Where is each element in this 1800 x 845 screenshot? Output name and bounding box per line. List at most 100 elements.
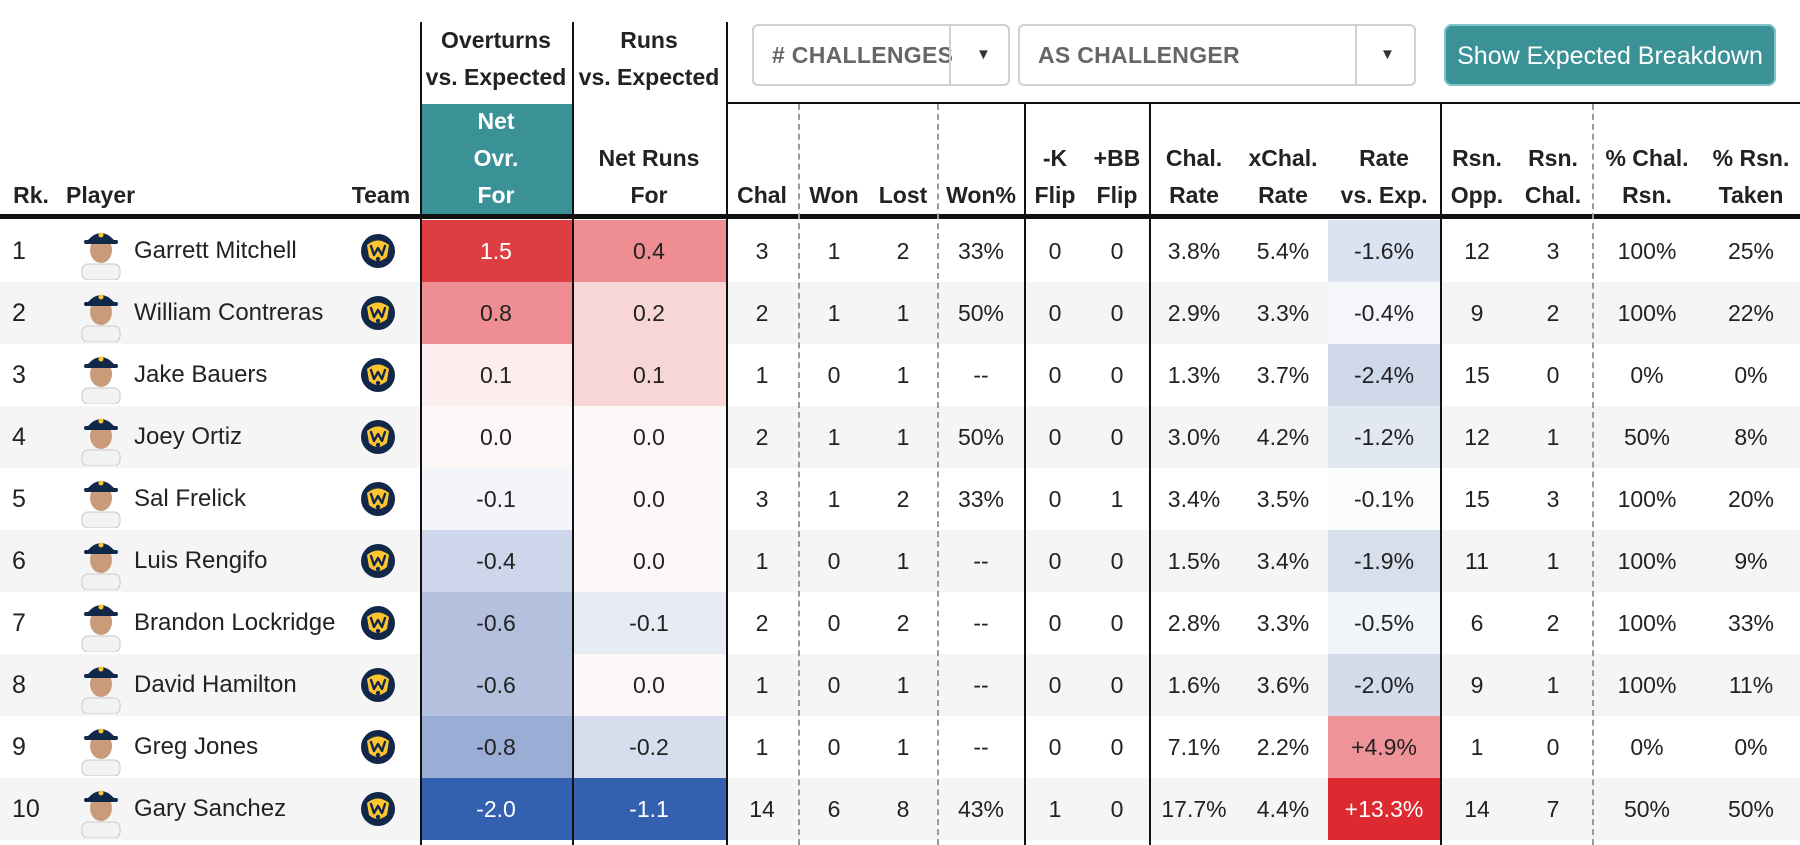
cell-won: 0 [827,672,841,698]
cell-won: 0 [827,734,841,760]
col-header-bb-flip[interactable]: +BB Flip [1093,145,1141,208]
cell-rsn-chal: 2 [1546,610,1560,636]
divider [1592,104,1594,845]
rank-cell: 8 [12,671,26,699]
player-name-link[interactable]: Greg Jones [134,733,259,760]
cell-net-ovr: -0.1 [420,468,572,530]
cell-won-pct: -- [973,672,989,698]
cell-bb-flip: 0 [1110,300,1124,326]
header-divider [726,102,1800,104]
table-row[interactable]: 1 Garrett Mitchell 1.5 0.4 3 1 2 33% 0 0 3.8% 5.4% -… [0,220,1800,282]
player-name-link[interactable]: Sal Frelick [134,485,247,512]
table-row[interactable]: 6 Luis Rengifo -0.4 0.0 1 0 1 -- 0 0 1.5% 3.4% -1.9%… [0,530,1800,592]
cell-bb-flip: 0 [1110,672,1124,698]
cell-rsn-opp: 1 [1470,734,1484,760]
col-header-rate-vs-exp[interactable]: Rate vs. Exp. [1340,145,1428,208]
col-header-chal[interactable]: Chal [737,182,787,208]
divider [572,22,574,845]
rank-cell: 5 [12,485,26,513]
col-header-team[interactable]: Team [351,182,411,208]
player-name-link[interactable]: William Contreras [134,299,324,326]
cell-won: 6 [827,796,841,822]
col-header-won-pct[interactable]: Won% [946,182,1016,208]
rank-cell: 4 [12,423,26,451]
cell-chal: 3 [755,238,769,264]
player-name-link[interactable]: David Hamilton [134,671,297,698]
cell-bb-flip: 0 [1110,424,1124,450]
cell-lost: 1 [896,300,910,326]
player-avatar [78,658,124,714]
cell-won: 1 [827,300,841,326]
col-header-pct-rsn-taken[interactable]: % Rsn. Taken [1712,145,1790,208]
divider [1149,104,1151,845]
player-name-link[interactable]: Jake Bauers [134,361,268,388]
cell-rate-vs-exp: -1.6% [1328,220,1440,282]
cell-rsn-chal: 3 [1546,486,1560,512]
col-header-pct-chal-rsn[interactable]: % Chal. Rsn. [1605,145,1689,208]
metric-dropdown-label: # CHALLENGES [772,42,954,68]
player-name-link[interactable]: Brandon Lockridge [134,609,336,636]
brewers-glove-logo-icon [360,791,396,827]
cell-net-runs: 0.0 [572,406,726,468]
cell-chal-rate: 1.5% [1167,548,1221,574]
col-header-lost[interactable]: Lost [878,182,928,208]
brewers-glove-logo-icon [360,667,396,703]
col-header-xchal-rate[interactable]: xChal. Rate [1248,145,1318,208]
col-header-rsn-chal[interactable]: Rsn. Chal. [1524,145,1582,208]
cell-pct-chal-rsn: 100% [1617,238,1677,264]
cell-pct-rsn-taken: 25% [1727,238,1775,264]
cell-chal-rate: 3.8% [1167,238,1221,264]
cell-rsn-chal: 1 [1546,548,1560,574]
table-row[interactable]: 7 Brandon Lockridge -0.6 -0.1 2 0 2 -- 0 0 2.8% 3.3… [0,592,1800,654]
table-row[interactable]: 5 Sal Frelick -0.1 0.0 3 1 2 33% 0 1 3.4% 3.5% -0.1%… [0,468,1800,530]
cell-net-ovr: -2.0 [420,778,572,840]
show-expected-breakdown-button[interactable]: Show Expected Breakdown [1444,24,1776,86]
role-dropdown[interactable]: AS CHALLENGER ▼ [1018,24,1416,86]
cell-net-ovr: 0.8 [420,282,572,344]
cell-net-ovr: -0.8 [420,716,572,778]
cell-net-runs: 0.0 [572,468,726,530]
metric-dropdown[interactable]: # CHALLENGES ▼ [752,24,1010,86]
cell-xchal-rate: 3.5% [1256,486,1310,512]
col-header-net-runs[interactable]: Net Runs For [598,145,700,208]
cell-chal-rate: 1.6% [1167,672,1221,698]
col-header-rank[interactable]: Rk. [13,182,49,208]
col-header-won[interactable]: Won [809,182,859,208]
player-name-link[interactable]: Luis Rengifo [134,547,268,574]
cell-won: 1 [827,238,841,264]
cell-k-flip: 1 [1048,796,1062,822]
cell-won: 0 [827,362,841,388]
col-header-net-ovr[interactable]: Net Ovr. For [420,104,572,214]
col-header-rsn-opp[interactable]: Rsn. Opp. [1450,145,1504,208]
player-avatar [78,720,124,776]
cell-rsn-opp: 12 [1464,424,1490,450]
table-row[interactable]: 2 William Contreras 0.8 0.2 2 1 1 50% 0 0 2.9% 3.3%… [0,282,1800,344]
table-row[interactable]: 8 David Hamilton -0.6 0.0 1 0 1 -- 0 0 1.6% 3.6% -2.… [0,654,1800,716]
cell-chal: 2 [755,300,769,326]
cell-pct-rsn-taken: 33% [1727,610,1775,636]
cell-bb-flip: 1 [1110,486,1124,512]
rank-cell: 9 [12,733,26,761]
player-avatar [78,348,124,404]
cell-xchal-rate: 3.3% [1256,610,1310,636]
col-header-chal-rate[interactable]: Chal. Rate [1165,145,1223,208]
cell-chal-rate: 2.8% [1167,610,1221,636]
table-row[interactable]: 3 Jake Bauers 0.1 0.1 1 0 1 -- 0 0 1.3% 3.7% -2.4% 15… [0,344,1800,406]
table-row[interactable]: 4 Joey Ortiz 0.0 0.0 2 1 1 50% 0 0 3.0% 4.2% -1.2% 12… [0,406,1800,468]
player-name-link[interactable]: Joey Ortiz [134,423,243,450]
cell-lost: 2 [896,486,910,512]
cell-chal: 1 [755,672,769,698]
player-name-link[interactable]: Gary Sanchez [134,795,287,822]
col-header-player[interactable]: Player [66,182,136,208]
brewers-glove-logo-icon [360,605,396,641]
cell-net-runs: -1.1 [572,778,726,840]
cell-pct-chal-rsn: 100% [1617,486,1677,512]
table-row[interactable]: 9 Greg Jones -0.8 -0.2 1 0 1 -- 0 0 7.1% 2.2% +4.9% 1… [0,716,1800,778]
player-name-link[interactable]: Garrett Mitchell [134,237,297,264]
cell-k-flip: 0 [1048,610,1062,636]
cell-rate-vs-exp: -0.5% [1328,592,1440,654]
col-header-k-flip[interactable]: -K Flip [1034,145,1076,208]
table-row[interactable]: 10 Gary Sanchez -2.0 -1.1 14 6 8 43% 1 0 17.7% 4.4%… [0,778,1800,840]
cell-xchal-rate: 5.4% [1256,238,1310,264]
cell-xchal-rate: 2.2% [1256,734,1310,760]
